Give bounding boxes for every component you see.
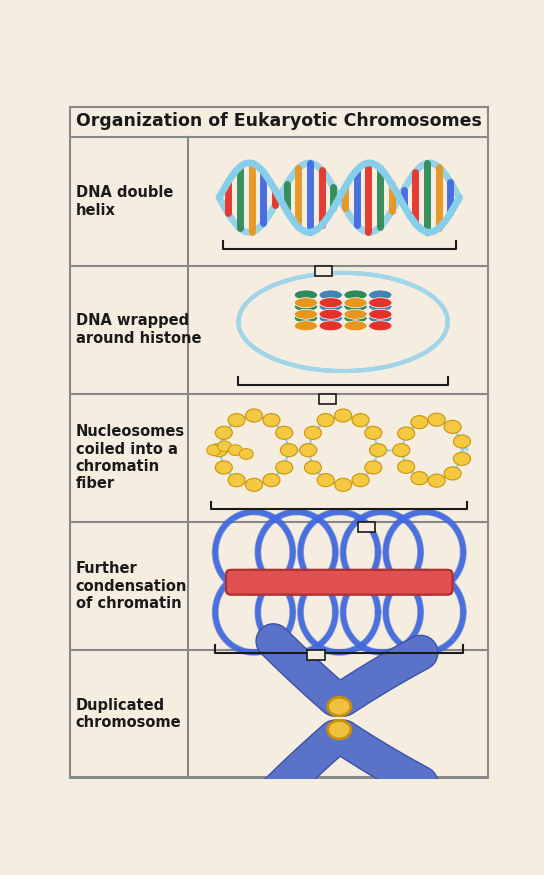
- Text: Duplicated
chromosome: Duplicated chromosome: [76, 698, 181, 731]
- Ellipse shape: [454, 452, 471, 466]
- Ellipse shape: [398, 427, 415, 440]
- Ellipse shape: [335, 409, 351, 422]
- Ellipse shape: [276, 461, 293, 474]
- Ellipse shape: [263, 414, 280, 427]
- Ellipse shape: [294, 290, 318, 300]
- Ellipse shape: [344, 290, 367, 300]
- Ellipse shape: [454, 435, 471, 448]
- Ellipse shape: [344, 309, 367, 319]
- Ellipse shape: [344, 298, 367, 308]
- Ellipse shape: [317, 414, 334, 427]
- Ellipse shape: [239, 449, 253, 459]
- Ellipse shape: [215, 426, 232, 439]
- Ellipse shape: [365, 426, 382, 439]
- Ellipse shape: [228, 414, 245, 427]
- Ellipse shape: [344, 302, 367, 312]
- Ellipse shape: [305, 461, 322, 474]
- Ellipse shape: [207, 444, 221, 456]
- FancyBboxPatch shape: [226, 570, 453, 594]
- Text: Organization of Eukaryotic Chromosomes: Organization of Eukaryotic Chromosomes: [76, 112, 482, 130]
- Ellipse shape: [319, 298, 342, 308]
- Ellipse shape: [411, 416, 428, 429]
- Ellipse shape: [245, 409, 263, 422]
- FancyBboxPatch shape: [358, 522, 375, 532]
- Ellipse shape: [352, 414, 369, 427]
- Ellipse shape: [294, 309, 318, 319]
- Ellipse shape: [215, 461, 232, 474]
- Ellipse shape: [319, 313, 342, 323]
- Ellipse shape: [369, 313, 392, 323]
- Ellipse shape: [369, 321, 392, 331]
- Ellipse shape: [344, 313, 367, 323]
- Ellipse shape: [398, 460, 415, 473]
- Ellipse shape: [369, 290, 392, 300]
- Ellipse shape: [294, 313, 318, 323]
- FancyBboxPatch shape: [307, 650, 325, 660]
- Ellipse shape: [428, 413, 445, 426]
- Text: DNA double
helix: DNA double helix: [76, 186, 173, 218]
- Ellipse shape: [317, 473, 334, 487]
- Ellipse shape: [369, 444, 387, 457]
- Ellipse shape: [369, 298, 392, 308]
- Ellipse shape: [276, 426, 293, 439]
- FancyBboxPatch shape: [319, 394, 336, 403]
- Ellipse shape: [319, 290, 342, 300]
- Ellipse shape: [444, 420, 461, 433]
- Ellipse shape: [365, 461, 382, 474]
- FancyBboxPatch shape: [315, 265, 332, 276]
- Ellipse shape: [319, 321, 342, 331]
- Ellipse shape: [393, 444, 410, 457]
- Ellipse shape: [319, 302, 342, 312]
- Ellipse shape: [218, 441, 232, 452]
- Ellipse shape: [263, 473, 280, 487]
- Ellipse shape: [228, 473, 245, 487]
- Text: Nucleosomes
coiled into a
chromatin
fiber: Nucleosomes coiled into a chromatin fibe…: [76, 424, 185, 492]
- Ellipse shape: [294, 302, 318, 312]
- Ellipse shape: [294, 298, 318, 308]
- Ellipse shape: [411, 472, 428, 485]
- Ellipse shape: [327, 697, 351, 716]
- Ellipse shape: [319, 309, 342, 319]
- Text: DNA wrapped
around histone: DNA wrapped around histone: [76, 313, 201, 346]
- Ellipse shape: [211, 444, 227, 457]
- Ellipse shape: [305, 426, 322, 439]
- Ellipse shape: [280, 444, 298, 457]
- Ellipse shape: [369, 309, 392, 319]
- Text: Further
condensation
of chromatin: Further condensation of chromatin: [76, 561, 187, 611]
- Ellipse shape: [444, 467, 461, 480]
- Ellipse shape: [428, 474, 445, 487]
- Ellipse shape: [294, 321, 318, 331]
- Ellipse shape: [327, 720, 351, 738]
- Ellipse shape: [369, 302, 392, 312]
- FancyBboxPatch shape: [70, 107, 488, 777]
- Ellipse shape: [245, 479, 263, 492]
- Ellipse shape: [300, 444, 317, 457]
- FancyBboxPatch shape: [226, 570, 453, 594]
- Ellipse shape: [335, 479, 351, 492]
- Ellipse shape: [352, 473, 369, 487]
- Ellipse shape: [228, 444, 243, 456]
- Ellipse shape: [344, 321, 367, 331]
